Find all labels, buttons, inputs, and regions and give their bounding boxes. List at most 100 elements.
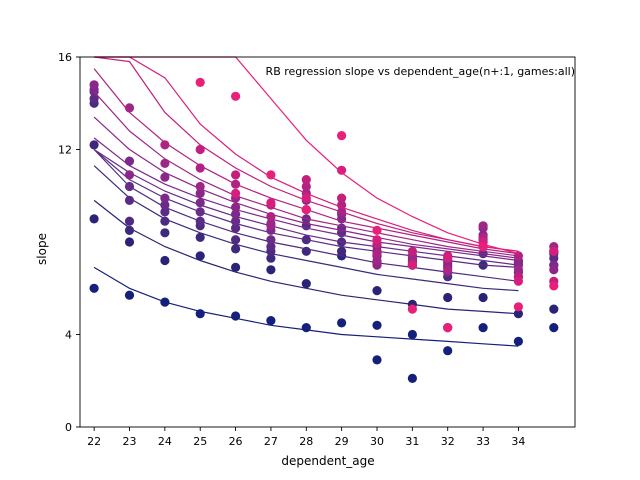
series-12-point-9 [513, 276, 524, 286]
series-2-point-1 [89, 214, 99, 224]
series-5-point-5 [231, 223, 241, 233]
series-10-point-2 [195, 163, 205, 173]
x-tick-label-30: 30 [370, 435, 384, 448]
series-10-point-6 [337, 200, 347, 210]
series-5-point-14 [549, 253, 559, 263]
y-tick-label-16: 16 [58, 51, 72, 64]
x-tick-label-33: 33 [476, 435, 490, 448]
series-2-point-6 [266, 265, 276, 275]
series-2-point-12 [478, 292, 488, 303]
plot-marks [89, 56, 559, 383]
series-11-point-5 [337, 193, 347, 203]
series-13-point-7 [407, 304, 417, 314]
series-12-point-5 [372, 235, 382, 245]
y-tick-label-12: 12 [58, 144, 72, 157]
series-12-point-4 [337, 165, 347, 175]
axes: 22 23 24 25 26 27 28 29 30 31 32 33 34 0 4 12 16 [58, 51, 576, 448]
series-1-point-9 [372, 320, 382, 330]
x-axis-label: dependent_age [281, 454, 374, 468]
series-4-point-2 [124, 216, 135, 226]
series-2-point-9 [372, 286, 382, 296]
series-2-point-11 [443, 292, 453, 303]
series-2-point-5 [231, 262, 241, 272]
series-9-point-11 [478, 221, 488, 231]
series-7-point-2 [124, 156, 135, 166]
series-6-point-3 [160, 200, 170, 210]
series-6-point-5 [231, 216, 241, 226]
x-tick-label-22: 22 [87, 435, 101, 448]
series-1-point-14 [443, 346, 453, 356]
series-12-point-7 [443, 253, 453, 263]
series-10-point-3 [231, 179, 241, 189]
series-8-point-5 [231, 202, 241, 212]
series-1-point-16 [513, 336, 524, 346]
series-13-point-3 [266, 170, 276, 180]
series-2-point-4 [195, 251, 205, 261]
series-13-point-5 [337, 131, 347, 141]
series-11-point-7 [407, 246, 417, 256]
series-5-point-4 [195, 216, 205, 226]
series-2-point-13 [513, 309, 524, 319]
series-1-point-11 [407, 329, 417, 340]
series-10-point-1 [160, 140, 170, 150]
series-5-point-3 [160, 207, 170, 217]
x-tick-label-27: 27 [264, 435, 278, 448]
series-7-point-3 [160, 193, 170, 203]
series-2-point-3 [160, 255, 170, 266]
series-2-point-7 [301, 279, 311, 289]
series-8-point-13 [513, 258, 524, 268]
series-12-fit-line [94, 56, 519, 252]
series-8-point-4 [195, 188, 205, 198]
series-1-point-5 [231, 311, 241, 321]
series-12-point-10 [549, 246, 559, 256]
series-3-point-5 [231, 244, 241, 254]
series-8-point-2 [124, 170, 135, 180]
series-12-point-2 [266, 198, 276, 208]
series-7-point-4 [195, 198, 205, 208]
series-3-point-3 [160, 228, 170, 238]
series-6-point-2 [124, 181, 135, 192]
series-4-point-3 [160, 216, 170, 226]
series-1-point-1 [89, 283, 99, 293]
series-10-point-9 [443, 265, 453, 275]
series-11-point-4 [301, 175, 311, 185]
x-tick-label-23: 23 [123, 435, 137, 448]
series-3-point-2 [124, 225, 135, 235]
series-13-point-8 [443, 323, 453, 333]
series-3-point-6 [266, 253, 276, 263]
series-13-point-11 [549, 281, 559, 291]
y-axis-label: slope [35, 233, 49, 265]
series-2-point-2 [124, 237, 135, 247]
x-tick-label-25: 25 [193, 435, 207, 448]
series-8-point-14 [549, 265, 559, 275]
x-tick-label-32: 32 [441, 435, 455, 448]
series-9-point-2 [160, 158, 170, 168]
plot-frame [79, 56, 576, 428]
series-9-point-3 [195, 181, 205, 192]
series-6-point-6 [266, 235, 276, 245]
series-13-point-2 [231, 91, 241, 101]
series-1-point-6 [266, 316, 276, 326]
series-1-point-10 [372, 355, 382, 365]
series-3-point-1 [89, 140, 99, 150]
series-13-point-4 [301, 205, 311, 215]
series-10-point-4 [266, 212, 276, 222]
series-1-point-8 [337, 318, 347, 328]
series-2-fit-line [93, 199, 519, 315]
series-5-point-6 [266, 242, 276, 252]
series-9-point-12 [513, 265, 524, 275]
x-tick-label-28: 28 [299, 435, 313, 448]
series-1-point-2 [124, 290, 135, 300]
series-12-point-6 [407, 260, 417, 270]
series-1-point-12 [407, 373, 417, 383]
x-tick-label-26: 26 [229, 435, 243, 448]
series-5-point-1 [89, 94, 99, 104]
series-4-point-5 [231, 235, 241, 245]
series-12-point-3 [301, 193, 311, 203]
series-13-point-10 [513, 302, 524, 312]
series-1-point-3 [160, 297, 170, 307]
series-5-point-2 [124, 195, 135, 205]
series-10-point-7 [372, 249, 382, 259]
series-13-point-6 [372, 225, 382, 235]
